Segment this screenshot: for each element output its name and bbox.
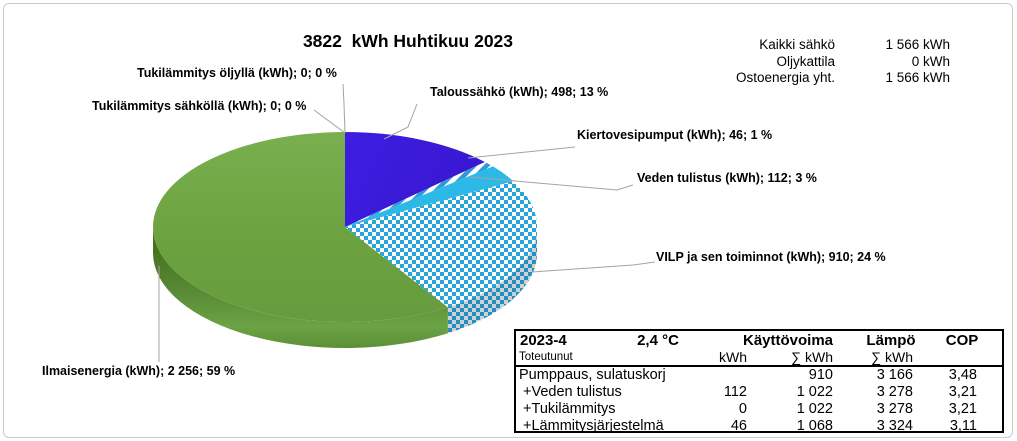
row-sum-kwh[interactable]: 1 022 <box>796 384 833 400</box>
subheader-label[interactable]: Toteutunut <box>519 351 573 363</box>
leader-kiertovesipumput <box>467 146 576 159</box>
row-sum-kwh[interactable]: 910 <box>808 367 833 383</box>
subheader-kwh[interactable]: kWh <box>719 349 747 365</box>
subheader-sum-kwh[interactable]: ∑ kWh <box>791 349 833 365</box>
summary-row-ostoenergia: Ostoenergia yht. 1 566 kWh <box>690 70 950 87</box>
data-label-kiertovesipumput[interactable]: Kiertovesipumput (kWh); 46; 1 % <box>577 128 773 142</box>
table-row: +Tukilämmitys 0 1 022 3 278 3,21 <box>516 401 1002 418</box>
table-header-lampo[interactable]: Lämpö <box>866 332 916 349</box>
summary-row-oljykattila: Oljykattila 0 kWh <box>690 54 950 71</box>
spacer <box>977 401 1002 418</box>
table-row: +Veden tulistus 112 1 022 3 278 3,21 <box>516 384 1002 401</box>
slice-vilp[interactable] <box>345 181 538 308</box>
table-row: +Lämmitysjärjestelmä 46 1 068 3 324 3,11 <box>516 418 1002 435</box>
chart-title[interactable]: 3822 kWh Huhtikuu 2023 <box>302 31 514 51</box>
row-label[interactable]: Pumppaus, sulatuskorjattu <box>519 367 666 383</box>
summary-label: Ostoenergia yht. <box>735 70 835 85</box>
row-cop[interactable]: 3,11 <box>949 418 977 434</box>
table-temperature[interactable]: 2,4 °C <box>637 332 679 349</box>
spacer <box>977 384 1002 401</box>
pie-side-vilp <box>447 227 537 334</box>
spacer <box>977 418 1002 435</box>
summary-label: Kaikki sähkö <box>759 37 835 52</box>
summary-row-kaikki-sahko: Kaikki sähkö 1 566 kWh <box>690 37 950 54</box>
summary-value[interactable]: 1 566 kWh <box>885 70 950 85</box>
data-label-tukilammitys-sahkolla[interactable]: Tukilämmitys sähköllä (kWh); 0; 0 % <box>92 99 307 113</box>
pie-side-ilmaisenergia <box>153 227 448 348</box>
summary-value[interactable]: 0 kWh <box>911 53 950 69</box>
spacer <box>977 351 1002 365</box>
row-kwh[interactable]: 0 <box>738 401 747 417</box>
data-label-vilp[interactable]: VILP ja sen toiminnot (kWh); 910; 24 % <box>656 250 886 264</box>
leader-lines <box>158 83 656 362</box>
row-cop[interactable]: 3,48 <box>948 367 977 383</box>
row-lampo-sum-kwh[interactable]: 3 166 <box>876 367 913 383</box>
data-label-ilmaisenergia[interactable]: Ilmaisenergia (kWh); 2 256; 59 % <box>42 364 236 378</box>
data-label-veden-tulistus[interactable]: Veden tulistus (kWh); 112; 3 % <box>637 171 817 185</box>
row-kwh[interactable]: 112 <box>723 384 747 400</box>
row-lampo-sum-kwh[interactable]: 3 278 <box>876 384 913 400</box>
table-row: Pumppaus, sulatuskorjattu 910 3 166 3,48 <box>516 367 1002 384</box>
data-label-tukilammitys-oljylla[interactable]: Tukilämmitys öljyllä (kWh); 0; 0 % <box>137 66 337 80</box>
slice-kiertovesipumput[interactable] <box>345 162 493 227</box>
pie-slices <box>153 132 538 322</box>
row-sum-kwh[interactable]: 1 068 <box>796 418 833 434</box>
summary-label: Oljykattila <box>776 53 835 69</box>
leader-veden-tulistus <box>469 176 634 191</box>
table-header-cop[interactable]: COP <box>945 332 979 349</box>
pie-side-walls <box>153 227 537 348</box>
leader-taloussahko <box>383 103 418 140</box>
row-label[interactable]: +Tukilämmitys <box>519 401 616 417</box>
table-subheader-row: Toteutunut kWh ∑ kWh ∑ kWh <box>516 349 1002 367</box>
results-table: 2023-4 2,4 °C Käyttövoima Lämpö COP Tote… <box>514 329 1004 435</box>
row-label[interactable]: +Lämmitysjärjestelmä <box>519 418 664 434</box>
pie-side-vilp-shade <box>447 227 537 334</box>
table-period[interactable]: 2023-4 <box>520 332 567 349</box>
row-kwh[interactable] <box>666 367 747 384</box>
row-label[interactable]: +Veden tulistus <box>519 384 622 400</box>
row-cop[interactable]: 3,21 <box>948 384 977 400</box>
leader-vilp <box>531 261 656 273</box>
subheader-lampo-sum-kwh[interactable]: ∑ kWh <box>871 349 913 365</box>
row-kwh[interactable]: 46 <box>730 418 747 434</box>
leader-tukilammitys-oljylla <box>342 83 346 134</box>
row-lampo-sum-kwh[interactable]: 3 278 <box>876 401 913 417</box>
slice-taloussahko[interactable] <box>345 132 485 227</box>
row-sum-kwh[interactable]: 1 022 <box>796 401 833 417</box>
leader-tukilammitys-sahkolla <box>313 109 346 134</box>
spacer <box>977 367 1002 384</box>
row-lampo-sum-kwh[interactable]: 3 324 <box>876 418 913 434</box>
subheader-cop-empty <box>913 351 977 365</box>
row-cop[interactable]: 3,21 <box>948 401 977 417</box>
summary-value[interactable]: 1 566 kWh <box>885 37 950 52</box>
data-label-taloussahko[interactable]: Taloussähkö (kWh); 498; 13 % <box>430 85 609 99</box>
table-header-kayttovoima[interactable]: Käyttövoima <box>742 332 834 349</box>
slice-ilmaisenergia[interactable] <box>153 132 448 322</box>
energy-summary: Kaikki sähkö 1 566 kWh Oljykattila 0 kWh… <box>690 37 950 87</box>
slice-veden-tulistus[interactable] <box>345 166 514 227</box>
table-header-row: 2023-4 2,4 °C Käyttövoima Lämpö COP <box>516 331 1002 351</box>
